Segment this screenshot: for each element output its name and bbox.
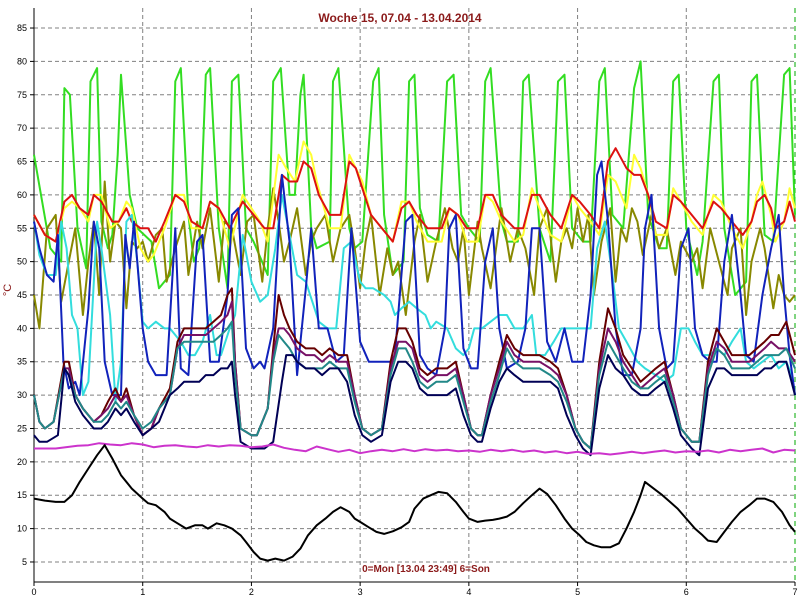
y-tick-label: 30 xyxy=(17,390,27,400)
chart-title: Woche 15, 07.04 - 13.04.2014 xyxy=(318,11,482,25)
y-tick-label: 10 xyxy=(17,524,27,534)
y-tick-label: 75 xyxy=(17,90,27,100)
series-line-12 xyxy=(33,444,796,562)
y-tick-label: 80 xyxy=(17,56,27,66)
x-tick-label: 5 xyxy=(575,587,580,597)
y-tick-label: 20 xyxy=(17,457,27,467)
x-axis-label: 0=Mon [13.04 23:49] 6=Son xyxy=(362,564,490,575)
x-tick-label: 1 xyxy=(140,587,145,597)
y-tick-label: 15 xyxy=(17,490,27,500)
y-tick-label: 50 xyxy=(17,257,27,267)
y-tick-label: 45 xyxy=(17,290,27,300)
y-tick-label: 40 xyxy=(17,323,27,333)
y-tick-label: 85 xyxy=(17,23,27,33)
x-tick-label: 3 xyxy=(358,587,363,597)
series-line-10 xyxy=(33,354,796,457)
series-line-9 xyxy=(33,320,796,450)
series-line-4 xyxy=(33,147,796,243)
x-tick-label: 4 xyxy=(466,587,471,597)
x-tick-label: 0 xyxy=(31,587,36,597)
x-tick-label: 2 xyxy=(249,587,254,597)
x-tick-label: 6 xyxy=(684,587,689,597)
y-tick-label: 55 xyxy=(17,223,27,233)
y-tick-label: 5 xyxy=(22,557,27,567)
series-line-11 xyxy=(34,442,796,456)
y-tick-label: 70 xyxy=(17,123,27,133)
y-axis-label: °C xyxy=(2,284,14,296)
y-tick-label: 35 xyxy=(17,357,27,367)
y-tick-label: 60 xyxy=(17,190,27,200)
y-tick-label: 65 xyxy=(17,157,27,167)
y-tick-label: 25 xyxy=(17,423,27,433)
x-tick-label: 7 xyxy=(792,587,797,597)
series-group xyxy=(33,60,796,562)
series-line-3 xyxy=(33,140,796,263)
series-line-8 xyxy=(33,300,796,450)
